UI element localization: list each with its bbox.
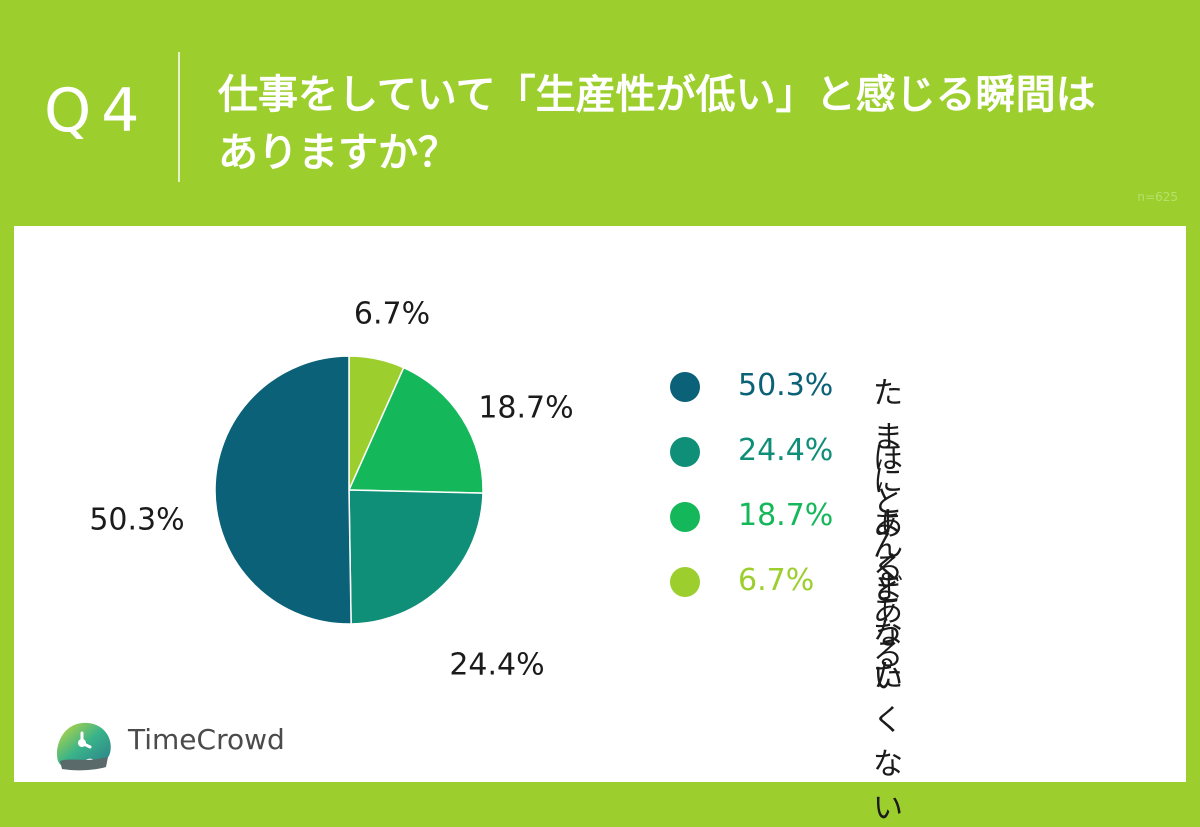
legend-dot: [670, 372, 700, 402]
logo-text: TimeCrowd: [128, 723, 285, 756]
question-number: Q4: [44, 76, 150, 146]
header-divider: [178, 52, 180, 182]
sample-size-label: n=625: [1137, 190, 1178, 204]
question-text: 仕事をしていて「生産性が低い」と感じる瞬間は ありますか？: [218, 66, 1178, 182]
legend-percent: 50.3%: [738, 368, 834, 403]
header: Q4 仕事をしていて「生産性が低い」と感じる瞬間は ありますか？ n=625: [0, 0, 1200, 215]
legend-label: まったくない: [873, 571, 903, 826]
question-line-2: ありますか？: [218, 130, 458, 176]
pie-chart: 6.7% 18.7% 24.4% 50.3%: [89, 297, 573, 683]
pie-slice: [347, 366, 484, 494]
slice-percent-label: 50.3%: [89, 503, 184, 538]
legend-label: たまにある: [873, 376, 903, 587]
question-line-1: 仕事をしていて「生産性が低い」と感じる瞬間は: [218, 72, 1096, 118]
legend-percent: 6.7%: [738, 563, 815, 598]
pie-labels: 6.7% 18.7% 24.4% 50.3%: [89, 297, 573, 683]
legend-dot: [670, 567, 700, 597]
legend-label: よくある: [873, 506, 903, 673]
legend-label: ほとんどない: [873, 441, 903, 696]
slice-percent-label: 18.7%: [478, 391, 573, 426]
pie-slice: [348, 489, 484, 625]
legend-dot: [670, 437, 700, 467]
timecrowd-logo-icon: [57, 722, 111, 771]
slice-percent-label: 6.7%: [354, 297, 430, 332]
legend-percent: 24.4%: [738, 433, 834, 468]
legend-percent: 18.7%: [738, 498, 834, 533]
pie-slice: [214, 355, 352, 625]
chart-panel: [14, 226, 1186, 782]
slice-percent-label: 24.4%: [449, 648, 544, 683]
pie-slices: [214, 355, 484, 625]
legend-dot: [670, 502, 700, 532]
